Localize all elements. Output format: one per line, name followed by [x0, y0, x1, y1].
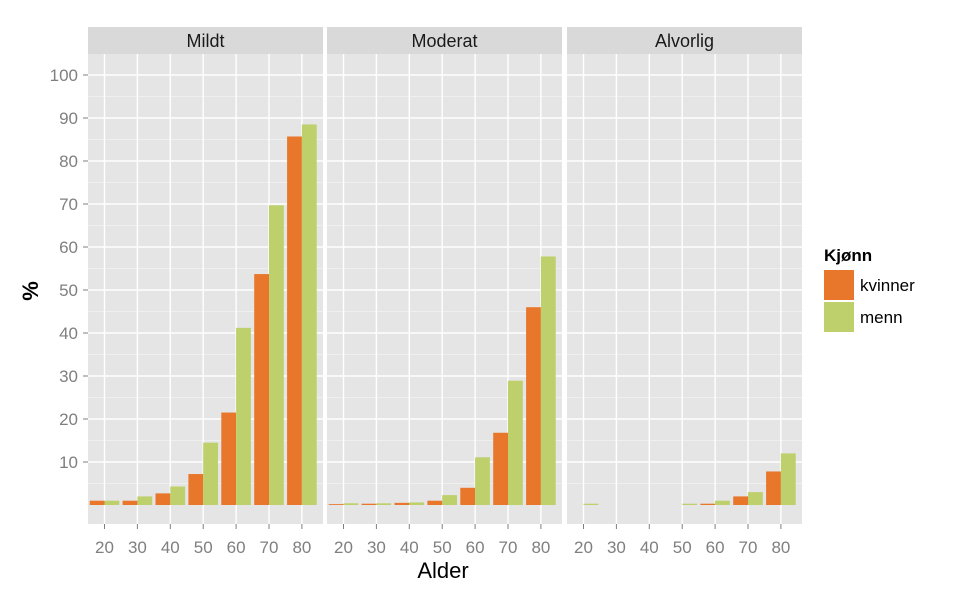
bar-menn-20: [343, 503, 359, 505]
bar-menn-50: [203, 442, 218, 505]
x-tick-label: 30: [128, 538, 147, 557]
bar-menn-60: [236, 327, 251, 505]
bar-kvinner-40: [394, 502, 410, 505]
bar-menn-70: [269, 205, 284, 506]
bar-menn-60: [715, 500, 730, 505]
y-tick-label: 20: [59, 410, 78, 429]
x-tick-label: 80: [292, 538, 311, 557]
x-tick-label: 70: [739, 538, 758, 557]
x-tick-label: 20: [334, 538, 353, 557]
bar-menn-80: [780, 453, 796, 505]
bar-kvinner-70: [254, 274, 269, 505]
x-tick-label: 60: [706, 538, 725, 557]
legend-swatch-menn: [824, 302, 854, 332]
y-tick-label: 80: [59, 152, 78, 171]
bar-kvinner-60: [460, 487, 476, 505]
y-axis: 10 20 30 40 50 60 70 80 90 100: [50, 66, 88, 472]
bar-kvinner-40: [155, 493, 171, 505]
x-tick-label: 60: [466, 538, 485, 557]
legend-swatch-kvinner: [824, 270, 854, 300]
x-tick-label: 20: [574, 538, 593, 557]
x-tick-label: 50: [673, 538, 692, 557]
x-tick-label: 50: [433, 538, 452, 557]
bar-kvinner-80: [287, 136, 302, 506]
bar-menn-20: [104, 500, 120, 505]
y-tick-label: 90: [59, 109, 78, 128]
x-axis: 20 30 40 50 60 70 80 20 30 40 50 60 70 80 20 30 40 50 60 70…: [95, 524, 790, 557]
legend-label-kvinner: kvinner: [860, 276, 915, 295]
facet-strip-label: Mildt: [186, 31, 224, 51]
facet-strip: [327, 27, 562, 54]
x-axis-title: Alder: [417, 558, 468, 583]
bar-menn-70: [748, 492, 763, 505]
bar-kvinner-60: [700, 503, 716, 505]
bar-kvinner-20: [89, 500, 105, 505]
x-tick-label: 70: [499, 538, 518, 557]
bar-kvinner-50: [427, 500, 443, 505]
bar-kvinner-70: [493, 432, 508, 505]
facet-panel-mildt: Mildt: [88, 27, 323, 524]
bar-menn-40: [409, 502, 425, 505]
bar-kvinner-30: [361, 503, 377, 505]
facet-strip: [567, 27, 802, 54]
bar-menn-30: [376, 503, 392, 505]
x-tick-label: 30: [367, 538, 386, 557]
bar-kvinner-20: [328, 504, 344, 505]
y-tick-label: 30: [59, 367, 78, 386]
y-tick-label: 10: [59, 453, 78, 472]
legend: Kjønn kvinner menn: [824, 246, 915, 332]
bar-kvinner-60: [221, 412, 237, 505]
y-tick-label: 100: [50, 66, 78, 85]
bar-menn-50: [682, 503, 697, 505]
y-tick-label: 70: [59, 195, 78, 214]
x-tick-label: 30: [607, 538, 626, 557]
bar-kvinner-80: [766, 471, 781, 505]
x-tick-label: 40: [640, 538, 659, 557]
panel-background: [327, 54, 562, 524]
y-axis-title: %: [18, 281, 43, 301]
panel-background: [567, 54, 802, 524]
x-tick-label: 20: [95, 538, 114, 557]
bar-menn-80: [540, 256, 556, 505]
y-tick-label: 60: [59, 238, 78, 257]
bar-menn-50: [442, 495, 457, 505]
bar-kvinner-70: [733, 496, 748, 505]
x-tick-label: 50: [194, 538, 213, 557]
bar-menn-40: [170, 486, 186, 505]
facet-panels: Mildt Moderat Alvorlig: [88, 27, 802, 524]
legend-label-menn: menn: [860, 308, 903, 327]
bar-kvinner-80: [526, 307, 541, 505]
x-tick-label: 40: [161, 538, 180, 557]
bar-kvinner-50: [188, 474, 204, 505]
bar-menn-70: [508, 380, 523, 505]
bar-kvinner-30: [122, 500, 138, 505]
facet-strip: [88, 27, 323, 54]
x-tick-label: 60: [227, 538, 246, 557]
x-tick-label: 80: [771, 538, 790, 557]
x-tick-label: 40: [400, 538, 419, 557]
facet-panel-moderat: Moderat: [327, 27, 562, 524]
facet-panel-alvorlig: Alvorlig: [567, 27, 802, 524]
bar-menn-30: [137, 496, 153, 505]
facet-strip-label: Moderat: [411, 31, 477, 51]
y-tick-label: 40: [59, 324, 78, 343]
bar-menn-80: [301, 124, 317, 505]
x-tick-label: 80: [531, 538, 550, 557]
x-tick-label: 70: [260, 538, 279, 557]
bar-menn-20: [583, 503, 599, 505]
y-tick-label: 50: [59, 281, 78, 300]
bar-menn-60: [475, 457, 490, 505]
legend-title: Kjønn: [824, 246, 872, 265]
facet-strip-label: Alvorlig: [655, 31, 714, 51]
